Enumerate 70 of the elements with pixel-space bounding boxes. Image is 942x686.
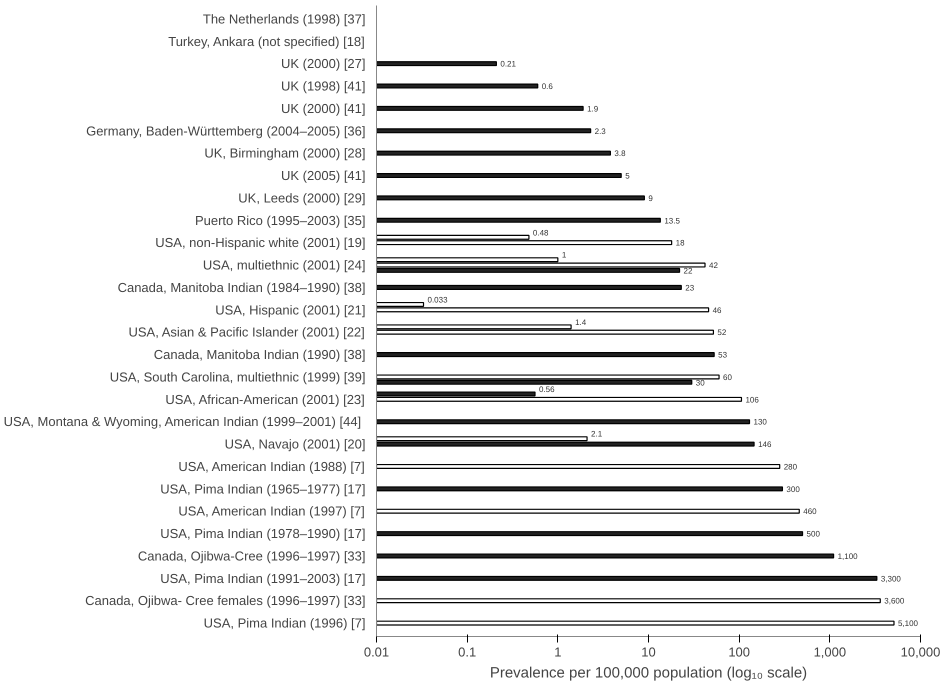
y-tick-label: Germany, Baden-Württemberg (2004–2005) [36] bbox=[86, 123, 366, 138]
y-tick-label: UK (2000) [41] bbox=[280, 100, 366, 116]
data-label: 3.8 bbox=[614, 149, 626, 158]
data-label: 1,100 bbox=[838, 552, 858, 561]
data-label: 1.9 bbox=[587, 104, 599, 114]
x-tick-label: 0.1 bbox=[458, 644, 476, 660]
data-label: 106 bbox=[745, 395, 760, 404]
data-label: 0.21 bbox=[500, 60, 516, 69]
data-label: 460 bbox=[803, 507, 818, 516]
x-tick-label: 10,000 bbox=[900, 644, 940, 660]
y-tick-label: USA, non-Hispanic white (2001) [19] bbox=[155, 235, 366, 250]
y-tick-label: USA, Pima Indian (1965–1977) [17] bbox=[160, 481, 366, 496]
y-tick-label: Canada, Manitoba Indian (1990) [38] bbox=[154, 347, 366, 362]
data-label: 9 bbox=[648, 194, 654, 203]
x-tick-label: 10 bbox=[641, 644, 656, 660]
data-label: 500 bbox=[806, 530, 820, 539]
x-tick-label: 1,000 bbox=[814, 644, 846, 660]
data-label: 146 bbox=[758, 440, 772, 450]
y-tick-label: USA, Navajo (2001) [20] bbox=[224, 436, 366, 452]
data-label: 3,600 bbox=[884, 596, 905, 606]
data-label: 22 bbox=[684, 266, 693, 276]
data-label: 30 bbox=[696, 378, 706, 388]
y-tick-label: UK, Birmingham (2000) [28] bbox=[204, 146, 366, 161]
x-tick-label: 1 bbox=[554, 644, 562, 660]
data-label: 53 bbox=[718, 350, 728, 360]
data-label: 52 bbox=[717, 328, 727, 338]
data-label: 300 bbox=[786, 484, 800, 494]
x-axis-title: Prevalence per 100,000 population (log₁₀ scale) bbox=[490, 664, 808, 682]
x-tick-label: 100 bbox=[728, 644, 750, 660]
data-label: 0.56 bbox=[539, 384, 556, 394]
y-tick-label: USA, Pima Indian (1991–2003) [17] bbox=[160, 570, 366, 586]
y-tick-label: USA, American Indian (1997) [7] bbox=[178, 504, 365, 519]
y-tick-label: UK, Leeds (2000) [29] bbox=[238, 190, 366, 206]
data-label: 130 bbox=[754, 418, 768, 427]
data-label: 280 bbox=[784, 462, 798, 472]
y-tick-label: Canada, Ojibwa- Cree females (1996–1997) [33] bbox=[85, 593, 366, 608]
y-tick-label: USA, African-American (2001) [23] bbox=[165, 392, 365, 407]
y-tick-label: The Netherlands (1998) [37] bbox=[202, 11, 366, 26]
data-label: 42 bbox=[709, 261, 718, 270]
y-tick-label: USA, multiethnic (2001) [24] bbox=[202, 258, 366, 273]
data-label: 1.4 bbox=[575, 318, 587, 327]
x-tick-label: 0.01 bbox=[364, 644, 390, 660]
y-tick-label: Puerto Rico (1995–2003) [35] bbox=[194, 212, 366, 228]
data-label: 0.48 bbox=[532, 228, 550, 238]
data-label: 60 bbox=[723, 372, 732, 382]
data-label: 0.6 bbox=[542, 82, 554, 92]
data-label: 0.033 bbox=[428, 295, 448, 304]
data-label: 23 bbox=[685, 283, 695, 292]
data-label: 18 bbox=[676, 238, 686, 248]
y-tick-label: USA, South Carolina, multiethnic (1999) [39] bbox=[110, 369, 366, 384]
data-label: 2.1 bbox=[591, 430, 603, 439]
y-tick-label: UK (1998) [41] bbox=[280, 78, 366, 94]
data-label: 46 bbox=[712, 306, 722, 315]
data-label: 1 bbox=[562, 250, 567, 260]
y-tick-label: Canada, Manitoba Indian (1984–1990) [38] bbox=[118, 280, 366, 295]
y-tick-label: Canada, Ojibwa-Cree (1996–1997) [33] bbox=[138, 548, 366, 564]
y-tick-label: USA, Pima Indian (1978–1990) [17] bbox=[160, 526, 366, 542]
y-tick-label: USA, Asian & Pacific Islander (2001) [22] bbox=[128, 324, 365, 340]
data-label: 3,300 bbox=[880, 574, 902, 584]
y-tick-label: Turkey, Ankara (not specified) [18] bbox=[168, 34, 365, 49]
y-tick-label: UK (2005) [41] bbox=[280, 168, 366, 184]
data-label: 5,100 bbox=[898, 619, 919, 628]
y-tick-label: USA, Hispanic (2001) [21] bbox=[215, 302, 366, 318]
y-tick-label: USA, American Indian (1988) [7] bbox=[178, 458, 365, 474]
y-tick-label: USA, Pima Indian (1996) [7] bbox=[204, 616, 366, 631]
y-tick-label: UK (2000) [27] bbox=[280, 56, 366, 72]
y-tick-label: USA, Montana & Wyoming, American Indian (1999–2001) [44] bbox=[4, 414, 362, 430]
data-label: 2.3 bbox=[594, 126, 606, 136]
data-label: 13.5 bbox=[664, 216, 680, 226]
data-label: 5 bbox=[625, 172, 630, 181]
